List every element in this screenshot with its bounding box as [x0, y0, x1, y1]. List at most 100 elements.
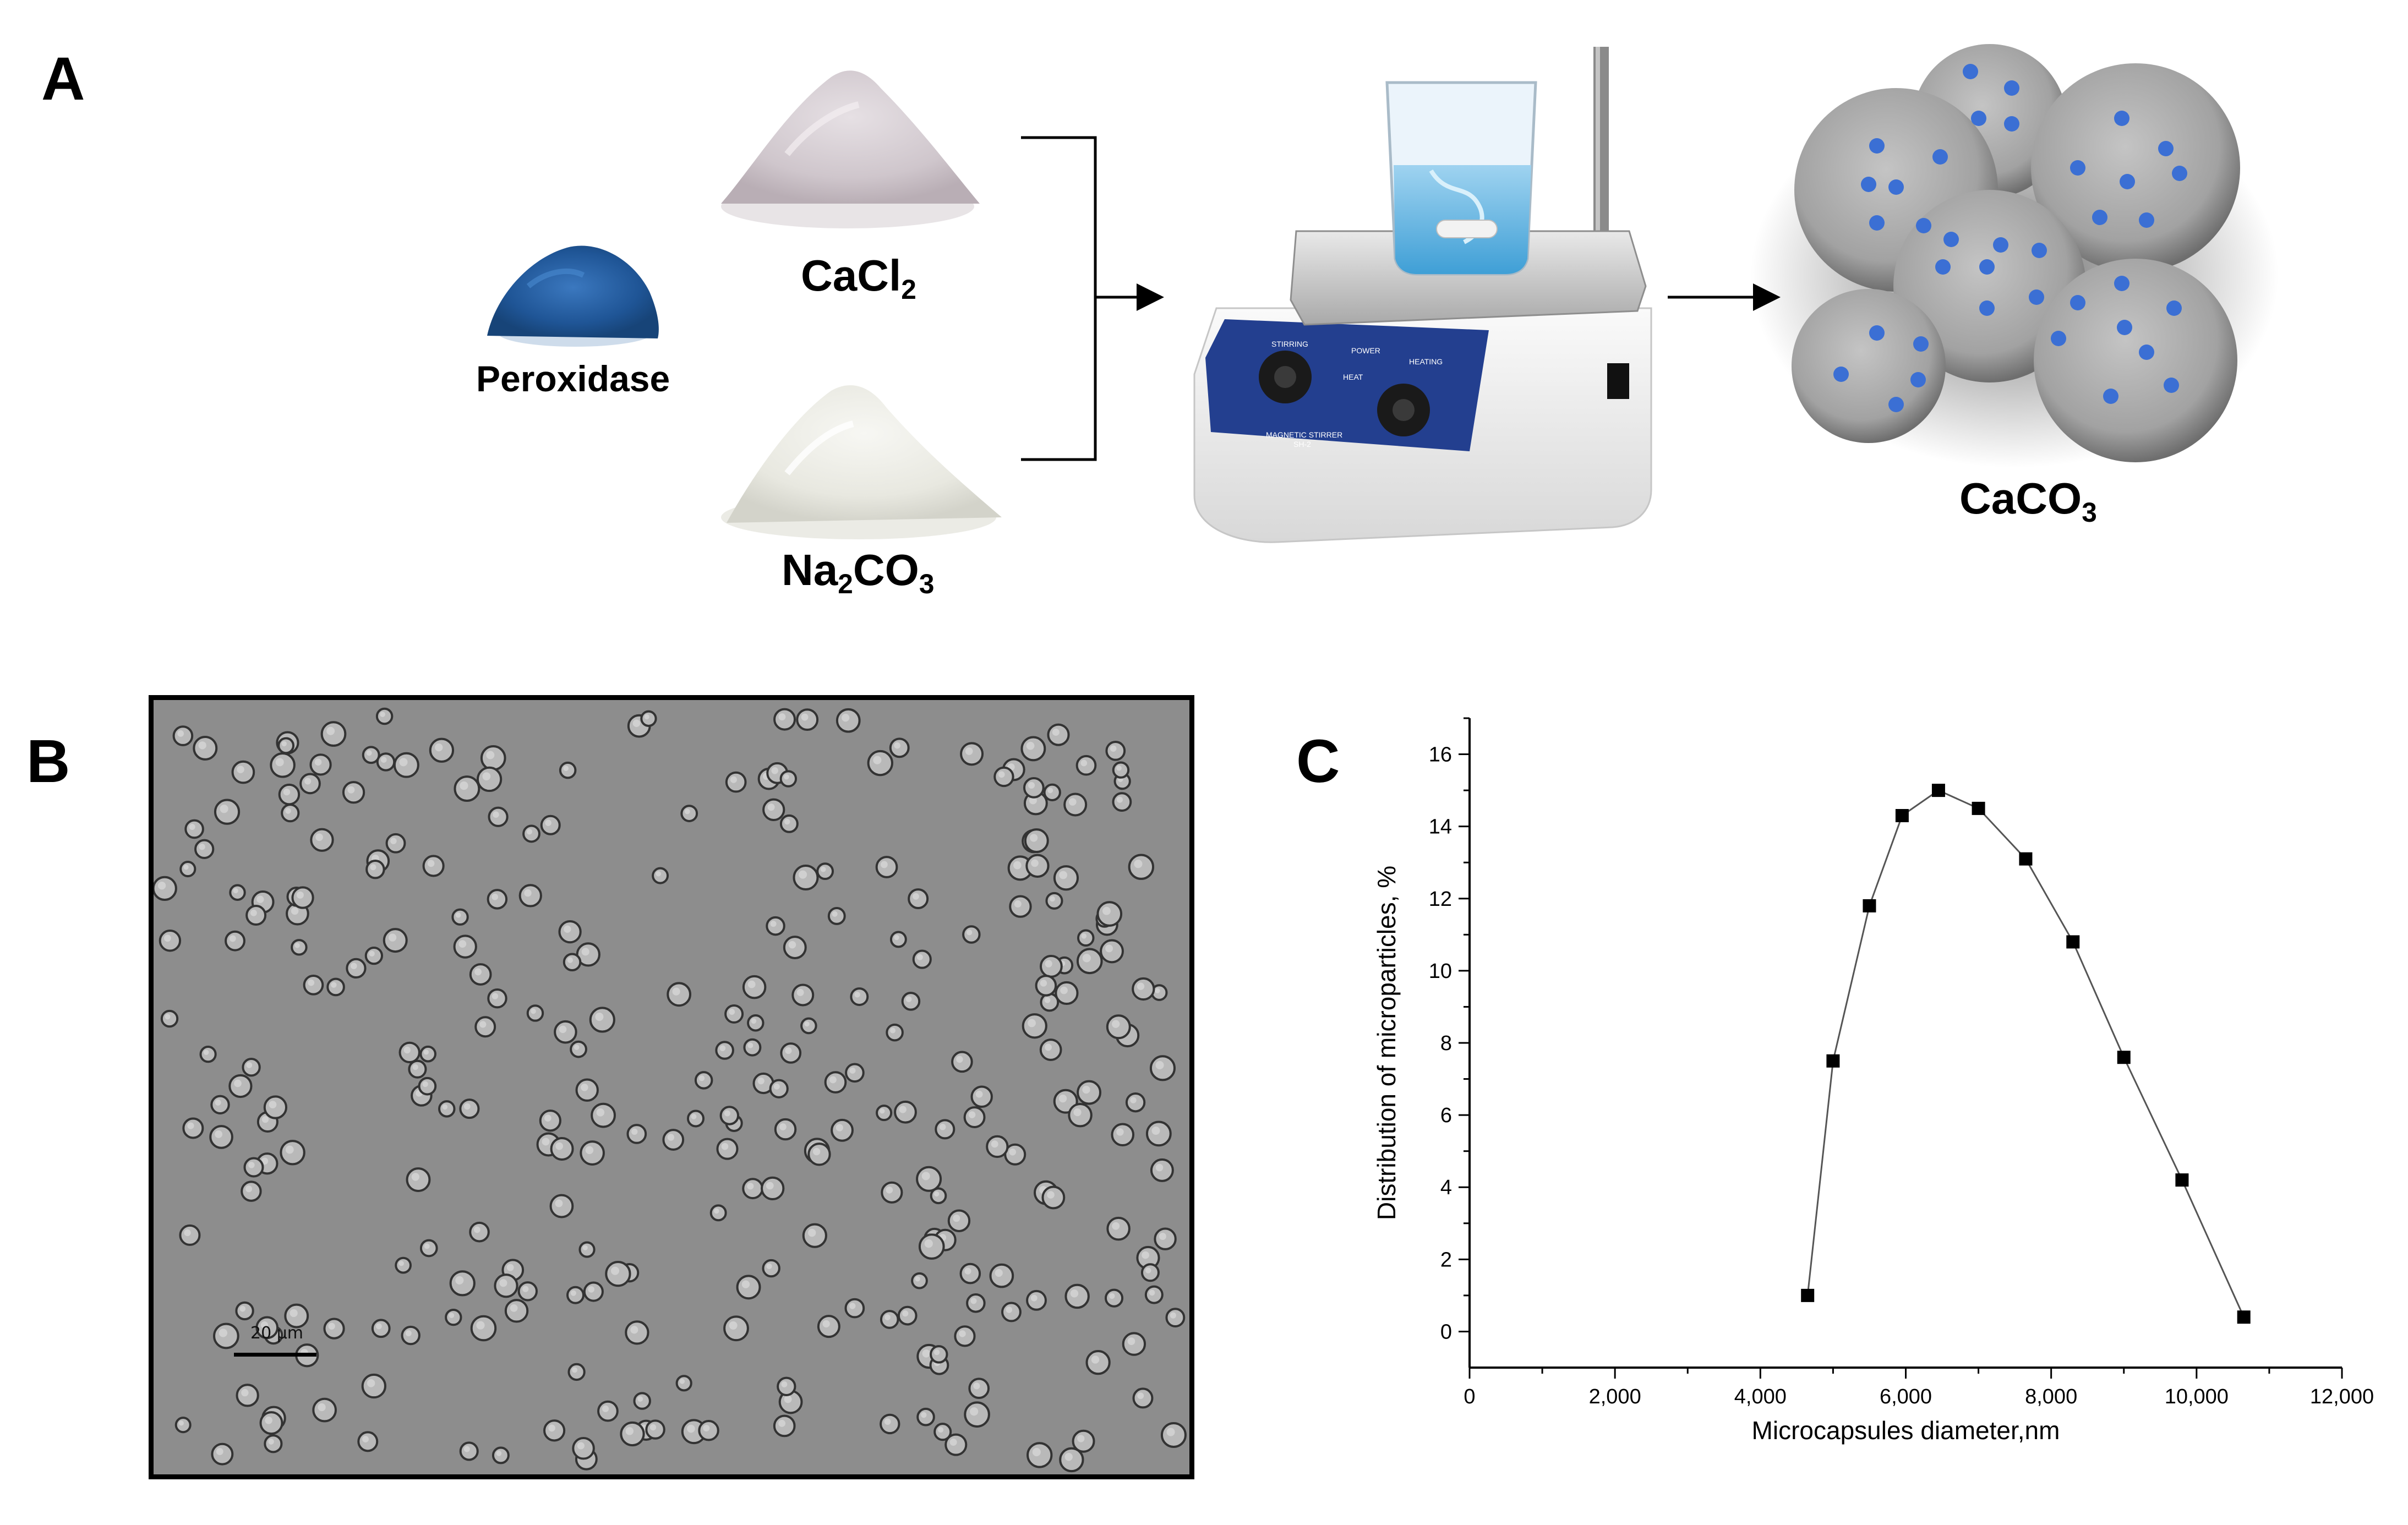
micro-particle: [836, 708, 861, 733]
micro-particle: [1149, 1055, 1176, 1081]
micro-particle: [1144, 1285, 1164, 1304]
micro-particle: [698, 1420, 719, 1441]
micro-particle: [912, 949, 932, 969]
micro-particle: [543, 1419, 566, 1442]
micro-particle: [911, 1272, 928, 1289]
micro-particle: [709, 1204, 727, 1222]
micro-particle: [916, 1166, 942, 1192]
micro-particle: [1001, 1302, 1022, 1322]
micro-particle: [422, 855, 445, 877]
micro-particle: [723, 1315, 749, 1342]
micro-particle: [469, 1221, 490, 1243]
micro-particle: [398, 1041, 421, 1064]
micro-particle: [959, 1262, 981, 1285]
micro-particle: [633, 1392, 651, 1410]
heat-label: HEAT: [1343, 373, 1363, 381]
cacl2-powder-icon: [721, 70, 980, 228]
micro-particle: [284, 1303, 309, 1329]
micro-particle: [365, 859, 385, 879]
micro-particle: [831, 1118, 854, 1142]
micro-particle: [1026, 1442, 1053, 1468]
micro-particle: [342, 781, 365, 804]
micro-particle: [1025, 854, 1050, 878]
micro-particle: [580, 1140, 605, 1166]
micro-particle: [270, 752, 296, 778]
micro-particle: [243, 1157, 264, 1178]
micro-particle: [549, 1194, 574, 1218]
micro-particle: [1026, 1289, 1047, 1311]
micro-particle: [214, 799, 241, 825]
micro-particle: [554, 1020, 577, 1044]
micro-particle: [259, 1411, 283, 1435]
micro-particle: [640, 710, 657, 727]
micro-particle: [494, 1273, 518, 1298]
micro-particle: [1132, 977, 1155, 1001]
micro-particle: [401, 1325, 421, 1346]
micro-particle: [312, 1397, 337, 1423]
micro-particle: [1125, 1092, 1146, 1113]
micro-particle: [383, 928, 408, 953]
micro-particle: [364, 946, 383, 965]
panel-a-label: A: [41, 45, 85, 113]
caco3-particles-icon: [1750, 44, 2279, 468]
micro-particle: [449, 1270, 476, 1297]
peroxidase-label: Peroxidase: [476, 358, 670, 400]
micro-particle: [235, 1301, 254, 1321]
micro-particle: [1035, 975, 1057, 997]
panel-c-label: C: [1296, 728, 1340, 795]
micro-particle: [964, 1401, 990, 1428]
micro-particle: [1160, 1422, 1187, 1448]
micro-particle: [773, 708, 796, 731]
micro-particle: [935, 1119, 955, 1140]
mixing-connector: [1021, 136, 1164, 461]
scale-bar-label: 20 µm: [250, 1324, 304, 1343]
micro-particle: [986, 1135, 1009, 1158]
micro-particle: [783, 936, 807, 959]
micro-particle: [406, 1167, 431, 1192]
micro-particle: [1045, 892, 1063, 910]
micro-particle: [816, 862, 834, 881]
micro-particle: [993, 766, 1014, 788]
micro-particle: [504, 1299, 529, 1323]
caco3-label: CaCO3: [1959, 473, 2097, 528]
micro-particle: [881, 1181, 903, 1204]
micro-particle: [777, 1376, 796, 1396]
micro-particle: [522, 824, 540, 843]
micro-particle: [761, 1176, 785, 1201]
micro-particle: [880, 1413, 900, 1435]
micro-particle: [419, 1239, 438, 1258]
micro-particle: [694, 1071, 713, 1090]
micro-particle: [625, 1320, 649, 1345]
micro-particle: [766, 916, 785, 936]
na2co3-powder-icon: [721, 385, 1002, 539]
micro-particle: [1140, 1263, 1160, 1282]
micro-particle: [1039, 1038, 1062, 1061]
micro-particle: [762, 798, 785, 821]
micro-particle: [1165, 1308, 1186, 1328]
micro-particle: [1053, 865, 1079, 891]
micro-particle: [591, 1102, 616, 1128]
micro-particle: [299, 773, 321, 795]
micro-particle: [796, 708, 819, 731]
micro-particle: [1064, 1283, 1090, 1309]
micro-particle: [357, 1431, 379, 1452]
micro-particle: [1040, 992, 1060, 1012]
micro-particle: [724, 1004, 744, 1024]
micro-particle: [408, 1059, 427, 1079]
micro-particle: [563, 953, 582, 972]
micro-particle: [419, 1045, 436, 1063]
micro-particle: [159, 930, 182, 952]
micro-particle: [930, 1345, 948, 1364]
micro-particle: [172, 725, 194, 746]
micro-particle: [1145, 1120, 1172, 1147]
micro-particle: [242, 1058, 261, 1077]
stirring-label: STIRRING: [1271, 340, 1308, 348]
micro-particle: [675, 1375, 692, 1392]
micro-particle: [578, 1241, 596, 1258]
micro-particle: [1041, 1185, 1066, 1210]
micro-particle: [395, 1256, 412, 1274]
micro-particle: [944, 1433, 968, 1456]
micro-particle: [1096, 901, 1123, 927]
micro-particle: [225, 930, 245, 952]
micro-particle: [179, 860, 196, 878]
